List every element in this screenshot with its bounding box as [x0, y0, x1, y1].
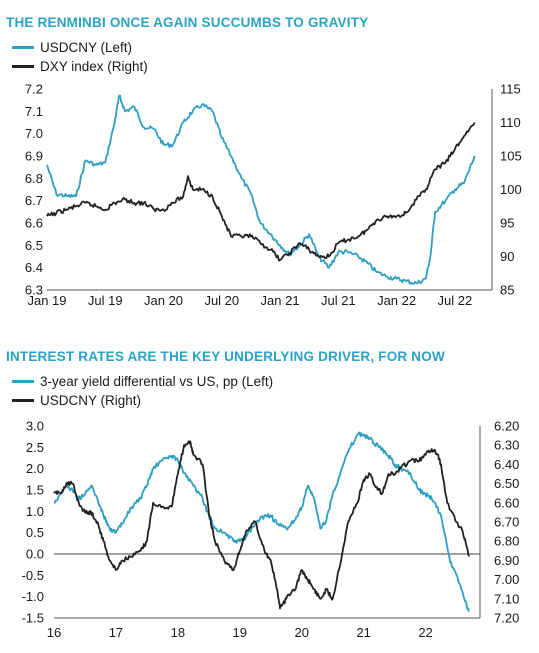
- chart2-y-right-tick-label: 7.10: [494, 591, 519, 606]
- chart2-x-tick-label: 22: [418, 625, 432, 640]
- chart2-y-right-tick-label: 6.40: [494, 457, 519, 472]
- chart1-x-tick-label: Jan 19: [27, 293, 66, 308]
- chart2-x-tick-label: 17: [109, 625, 123, 640]
- chart2-x-tick-label: 21: [356, 625, 370, 640]
- chart1-y-left-tick-label: 6.6: [25, 216, 43, 231]
- chart2-y-right-tick-label: 7.20: [494, 611, 519, 626]
- chart1-y-left-tick-label: 6.8: [25, 171, 43, 186]
- chart2-y-right-tick-label: 6.70: [494, 515, 519, 530]
- chart2-y-left-tick-label: -1.5: [22, 611, 44, 626]
- chart2-y-left-tick-label: 2.0: [26, 461, 44, 476]
- chart2-legend: 3-year yield differential vs US, pp (Lef…: [12, 372, 273, 410]
- chart1-y-right-tick-label: 85: [500, 283, 514, 298]
- chart2-x-tick-label: 16: [47, 625, 61, 640]
- chart1-x-tick-label: Jan 22: [377, 293, 416, 308]
- chart1-x-tick-label: Jul 20: [204, 293, 239, 308]
- chart1-y-right-tick-label: 115: [500, 82, 521, 97]
- chart2-y-right-tick-label: 6.50: [494, 476, 519, 491]
- chart1-series-line-2: [46, 122, 476, 262]
- chart2-y-left-tick-label: -0.5: [22, 568, 44, 583]
- chart2-y-right-tick-label: 6.30: [494, 438, 519, 453]
- chart1-y-left-tick-label: 7.2: [25, 82, 43, 97]
- chart2-series-line-1: [53, 431, 470, 612]
- chart2-y-left-tick-label: -1.0: [22, 589, 44, 604]
- chart2-legend-item-yield-diff: 3-year yield differential vs US, pp (Lef…: [12, 372, 273, 391]
- chart1-legend-label-usdcny: USDCNY (Left): [40, 40, 133, 55]
- chart2-y-left-tick-label: 0.0: [26, 547, 44, 562]
- chart2-legend-label-usdcny: USDCNY (Right): [40, 393, 142, 408]
- chart2-x-tick-label: 20: [294, 625, 308, 640]
- chart2-y-left-tick-label: 2.5: [26, 440, 44, 455]
- chart1-y-right-tick-label: 100: [500, 182, 522, 197]
- chart1-legend-label-dxy: DXY index (Right): [40, 59, 148, 74]
- chart2-y-right-tick-label: 7.00: [494, 572, 519, 587]
- chart1-legend: USDCNY (Left) DXY index (Right): [12, 38, 148, 76]
- chart1-y-right-tick-label: 95: [500, 216, 514, 231]
- chart1-y-left-tick-label: 7.0: [25, 126, 43, 141]
- chart1-series-line-1: [46, 94, 476, 285]
- chart1-y-right-tick-label: 110: [500, 115, 521, 130]
- chart2-y-right-tick-label: 6.20: [494, 419, 519, 434]
- chart1-x-tick-label: Jul 21: [321, 293, 356, 308]
- chart2-legend-item-usdcny: USDCNY (Right): [12, 391, 273, 410]
- chart2-y-left-tick-label: 1.0: [26, 504, 44, 519]
- chart1-y-left-tick-label: 6.3: [25, 283, 43, 298]
- chart1-legend-swatch-dxy: [12, 65, 34, 68]
- chart1-y-right-tick-label: 90: [500, 249, 514, 264]
- chart1-x-tick-label: Jan 20: [144, 293, 183, 308]
- chart2-y-left-tick-label: 0.5: [26, 525, 44, 540]
- chart1-legend-swatch-usdcny: [12, 46, 34, 49]
- chart1-y-left-tick-label: 6.7: [25, 193, 43, 208]
- chart2-legend-swatch-yield-diff: [12, 380, 34, 383]
- chart2-x-tick-label: 18: [171, 625, 185, 640]
- chart1-x-tick-label: Jul 22: [438, 293, 473, 308]
- chart2-y-right-tick-label: 6.80: [494, 534, 519, 549]
- chart2-series-line-2: [53, 440, 470, 610]
- chart1-x-tick-label: Jul 19: [88, 293, 123, 308]
- chart2-x-tick-label: 19: [233, 625, 247, 640]
- chart2-y-right-tick-label: 6.60: [494, 495, 519, 510]
- chart2-legend-label-yield-diff: 3-year yield differential vs US, pp (Lef…: [40, 374, 274, 389]
- chart1-y-left-tick-label: 6.5: [25, 238, 43, 253]
- chart2-title: INTEREST RATES ARE THE KEY UNDERLYING DR…: [6, 349, 445, 364]
- chart1-title: THE RENMINBI ONCE AGAIN SUCCUMBS TO GRAV…: [6, 15, 369, 30]
- chart1-y-right-tick-label: 105: [500, 149, 522, 164]
- chart2-legend-swatch-usdcny: [12, 399, 34, 402]
- chart2-y-right-tick-label: 6.90: [494, 553, 519, 568]
- chart1-y-left-tick-label: 7.1: [25, 104, 43, 119]
- chart2-y-left-tick-label: 3.0: [26, 419, 44, 434]
- chart1-y-left-tick-label: 6.4: [25, 260, 43, 275]
- chart1-legend-item-usdcny: USDCNY (Left): [12, 38, 148, 57]
- chart1-y-left-tick-label: 6.9: [25, 149, 43, 164]
- chart1-legend-item-dxy: DXY index (Right): [12, 57, 148, 76]
- chart1-x-tick-label: Jan 21: [261, 293, 300, 308]
- chart2-y-left-tick-label: 1.5: [26, 483, 44, 498]
